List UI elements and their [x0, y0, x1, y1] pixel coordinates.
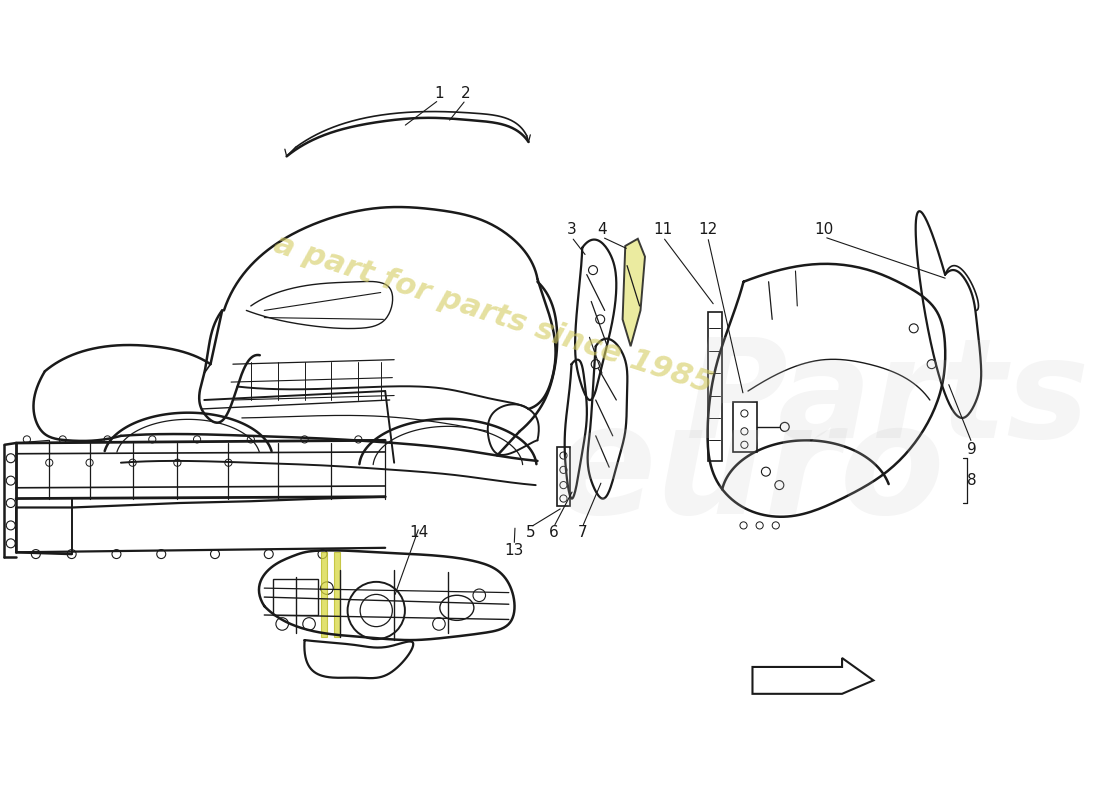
- Text: 4: 4: [597, 222, 607, 238]
- Polygon shape: [752, 658, 873, 694]
- Text: 9: 9: [967, 442, 977, 457]
- Text: 14: 14: [409, 525, 429, 540]
- Text: 8: 8: [967, 473, 977, 488]
- Text: 12: 12: [698, 222, 717, 238]
- Text: euro: euro: [552, 397, 945, 546]
- Polygon shape: [334, 552, 340, 638]
- Text: Parts: Parts: [685, 333, 1089, 467]
- Text: 2: 2: [461, 86, 471, 101]
- Text: 13: 13: [505, 543, 524, 558]
- Text: 10: 10: [814, 222, 834, 238]
- Text: 6: 6: [549, 525, 559, 540]
- Polygon shape: [623, 238, 645, 346]
- Polygon shape: [321, 552, 327, 638]
- Text: 7: 7: [578, 525, 587, 540]
- Text: 1: 1: [434, 86, 443, 101]
- Text: 3: 3: [566, 222, 576, 238]
- Text: 11: 11: [653, 222, 672, 238]
- Text: 5: 5: [526, 525, 535, 540]
- Text: a part for parts since 1985: a part for parts since 1985: [270, 230, 716, 398]
